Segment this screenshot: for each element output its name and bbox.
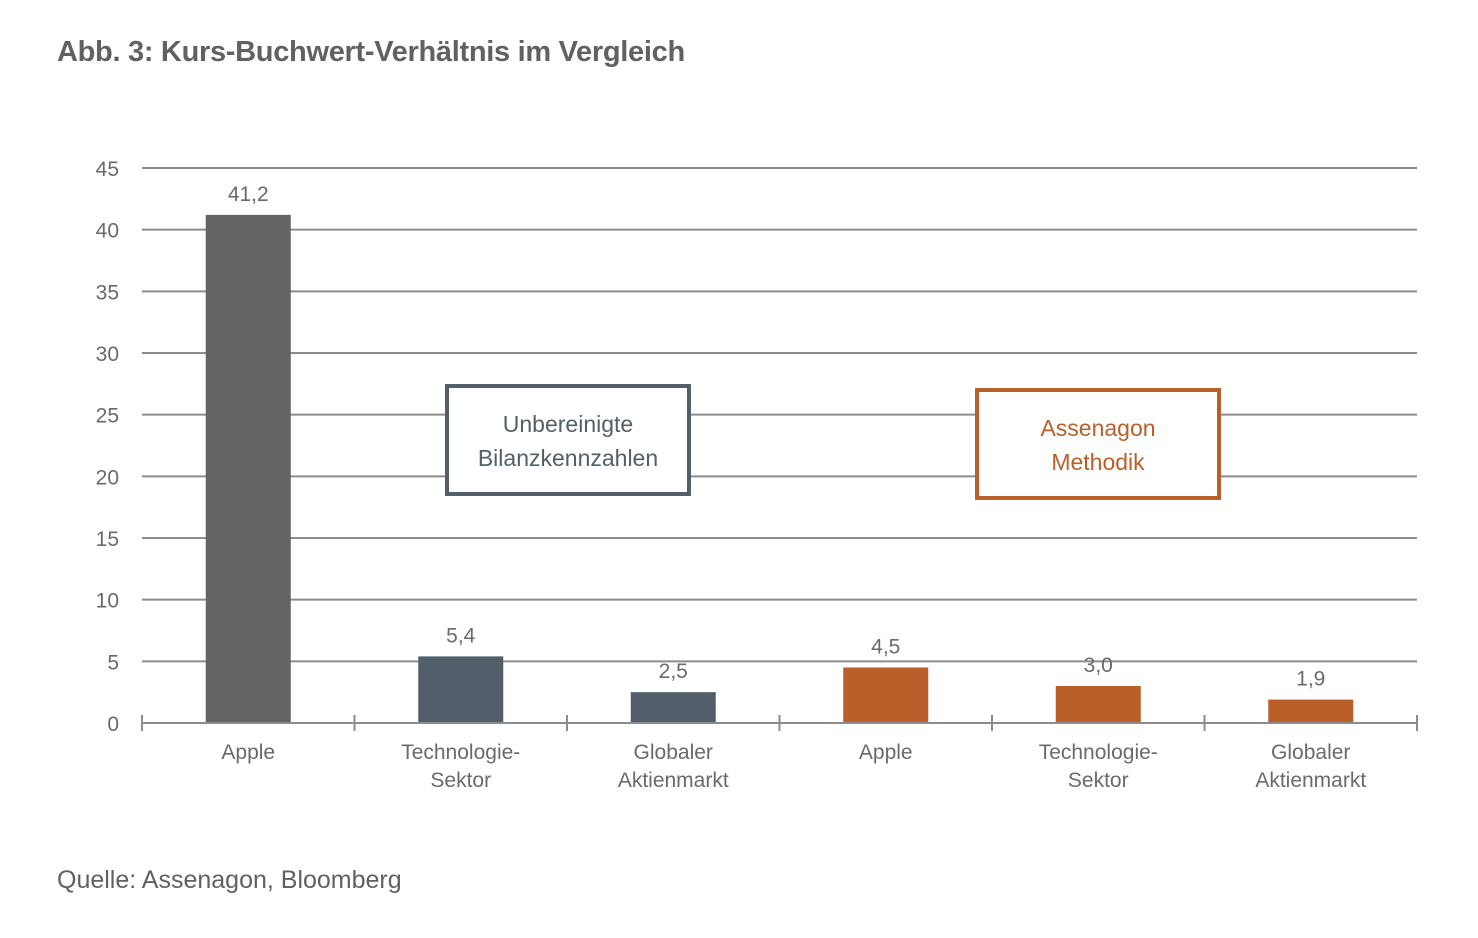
y-tick-label: 10 [96, 590, 119, 613]
y-tick-label: 25 [96, 405, 119, 428]
bar [1055, 686, 1141, 723]
category-label-line: Technologie- [1039, 741, 1158, 764]
y-axis-ticks: 0 5 10 15 20 25 30 35 40 45 [96, 158, 119, 736]
annotation-box [445, 384, 691, 496]
category-label: Globaler Aktienmarkt [618, 741, 729, 792]
category-labels: Apple Technologie- Sektor Globaler Aktienmar… [221, 741, 1366, 792]
y-tick-label: 40 [96, 220, 119, 243]
category-label-line: Sektor [430, 769, 491, 792]
annotation-label-line: Methodik [1051, 449, 1145, 475]
value-label: 4,5 [871, 636, 900, 659]
value-label: 41,2 [228, 183, 269, 206]
value-labels: 41,2 5,4 2,5 4,5 3,0 1,9 [228, 183, 1326, 691]
y-tick-label: 15 [96, 528, 119, 551]
y-tick-label: 35 [96, 281, 119, 304]
category-label-line: Globaler [1271, 741, 1350, 764]
annotation-label-line: Bilanzkennzahlen [478, 445, 658, 471]
y-tick-label: 20 [96, 466, 119, 489]
category-label: Apple [221, 741, 275, 764]
category-label-line: Apple [221, 741, 275, 764]
value-label: 1,9 [1296, 668, 1325, 691]
group-annotations: Unbereinigte Bilanzkennzahlen Assenagon Met… [445, 384, 1221, 500]
category-label-line: Technologie- [401, 741, 520, 764]
annotation-box [975, 388, 1221, 500]
annotation-label-line: Assenagon [1040, 415, 1155, 441]
value-label: 2,5 [659, 660, 688, 683]
chart-title: Abb. 3: Kurs-Buchwert-Verhältnis im Verg… [57, 36, 685, 68]
annotation-label-line: Unbereinigte [503, 411, 633, 437]
category-label-line: Aktienmarkt [1255, 769, 1366, 792]
x-axis [141, 715, 1418, 731]
gridlines [142, 167, 1417, 663]
category-label: Globaler Aktienmarkt [1255, 741, 1366, 792]
category-label-line: Apple [859, 741, 913, 764]
category-label: Apple [859, 741, 913, 764]
value-label: 5,4 [446, 624, 476, 647]
y-tick-label: 5 [107, 651, 119, 674]
annotation-label: Assenagon Methodik [1040, 415, 1155, 475]
category-label: Technologie- Sektor [401, 741, 520, 792]
bars [205, 214, 1354, 723]
y-tick-label: 0 [107, 713, 119, 736]
bar [205, 214, 291, 723]
bar [843, 667, 929, 723]
category-label: Technologie- Sektor [1039, 741, 1158, 792]
annotation-label: Unbereinigte Bilanzkennzahlen [478, 411, 658, 471]
category-label-line: Aktienmarkt [618, 769, 729, 792]
source-note: Quelle: Assenagon, Bloomberg [57, 866, 402, 894]
y-tick-label: 45 [96, 158, 119, 181]
bar [1268, 699, 1354, 723]
bar [418, 656, 504, 723]
bar [630, 692, 716, 723]
value-label: 3,0 [1084, 654, 1113, 677]
category-label-line: Globaler [634, 741, 713, 764]
y-tick-label: 30 [96, 343, 119, 366]
category-label-line: Sektor [1068, 769, 1129, 792]
